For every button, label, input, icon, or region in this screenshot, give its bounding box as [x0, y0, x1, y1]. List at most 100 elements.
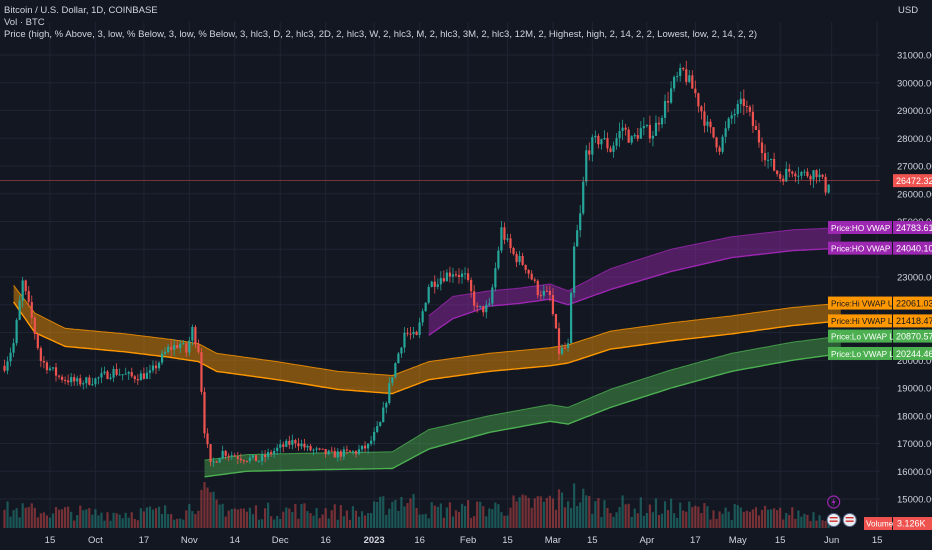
- lightning-glyph-icon: [831, 497, 836, 507]
- candle-body: [482, 306, 485, 313]
- candle: [39, 346, 42, 368]
- candle: [348, 449, 352, 452]
- volume-bar: [167, 514, 170, 528]
- time-axis[interactable]: 15 Oct 17 Nov 14 Dec 16 2023 16 Feb 15 Mar 15 Apr 17 Ma…: [45, 535, 883, 546]
- candle-body: [397, 353, 400, 364]
- candle-body: [254, 455, 258, 462]
- us-flag-event-icon[interactable]: [826, 513, 841, 527]
- volume-bar: [730, 519, 733, 528]
- candle: [600, 138, 603, 150]
- indicator-value-text: 22061.03: [896, 298, 932, 308]
- candle: [536, 279, 539, 299]
- volume-bar: [73, 520, 76, 528]
- volume-bar: [748, 511, 751, 528]
- candle: [754, 120, 758, 131]
- candle-body: [679, 68, 682, 77]
- candle-body: [727, 118, 730, 129]
- volume-bar: [376, 501, 379, 528]
- candle-body: [430, 281, 433, 287]
- volume-bar: [466, 500, 470, 528]
- volume-bar: [345, 510, 348, 528]
- candle: [276, 444, 279, 456]
- candle-body: [142, 373, 145, 379]
- candle: [800, 170, 803, 180]
- candle-body: [497, 250, 500, 269]
- candle: [451, 267, 455, 283]
- candle: [318, 447, 321, 451]
- flag-stripe-icon: [829, 520, 838, 522]
- volume-bar: [348, 519, 352, 528]
- candle: [357, 444, 361, 456]
- volume-bar: [712, 510, 715, 528]
- candle-body: [303, 443, 306, 448]
- band-upper-line: [204, 335, 841, 461]
- candle: [548, 285, 551, 302]
- volume-bar: [779, 507, 782, 528]
- volume-bar: [239, 508, 242, 528]
- volume-bar: [118, 514, 121, 528]
- candle: [227, 453, 230, 462]
- candle-body: [336, 451, 339, 458]
- candle-body: [806, 171, 809, 177]
- candle: [379, 421, 382, 427]
- candle: [363, 441, 367, 453]
- candle: [151, 360, 155, 374]
- volume-bar: [230, 508, 233, 528]
- candle: [170, 340, 173, 357]
- candle: [436, 278, 439, 290]
- candle-body: [406, 332, 409, 334]
- candle: [33, 315, 36, 340]
- candle: [488, 297, 491, 307]
- candle-body: [694, 88, 697, 94]
- volume-bar: [794, 518, 797, 528]
- volume-bar: [357, 516, 361, 528]
- candle-body: [309, 445, 312, 451]
- candle-body: [145, 372, 149, 379]
- candle-body: [445, 272, 448, 282]
- event-markers[interactable]: [826, 495, 857, 527]
- candle: [606, 132, 609, 153]
- volume-bar: [506, 515, 509, 528]
- vwap-band-ho-vwap: [428, 227, 841, 336]
- candle-body: [563, 347, 567, 349]
- flag-stripe-icon: [845, 520, 854, 522]
- candlesticks: [3, 60, 830, 467]
- candle: [524, 264, 527, 274]
- currency-label[interactable]: USD: [898, 5, 919, 16]
- candle: [91, 377, 94, 387]
- candle-body: [54, 367, 58, 376]
- indicator-name-tag: [828, 314, 892, 328]
- candle: [815, 169, 818, 184]
- candle-body: [712, 127, 715, 138]
- lightning-event-icon[interactable]: [827, 495, 841, 509]
- candle: [242, 459, 245, 465]
- candle-body: [324, 449, 327, 455]
- volume-bar: [670, 498, 673, 528]
- volume-indicator-title[interactable]: Vol · BTC: [4, 17, 45, 28]
- candle: [51, 366, 55, 371]
- candle: [724, 121, 727, 144]
- candle: [251, 454, 255, 460]
- candle-body: [3, 365, 6, 371]
- candle-body: [267, 452, 270, 457]
- price-indicator-title[interactable]: Price (high, % Above, 3, low, % Below, 3…: [4, 29, 757, 40]
- candle-body: [424, 302, 427, 312]
- candle-body: [479, 306, 482, 308]
- candle: [324, 448, 327, 458]
- volume-bar: [709, 519, 712, 528]
- volume-bar: [545, 497, 548, 528]
- candle-body: [227, 455, 230, 457]
- symbol-title[interactable]: Bitcoin / U.S. Dollar, 1D, COINBASE: [4, 5, 158, 16]
- candle: [260, 450, 264, 466]
- us-flag-event-icon[interactable]: [842, 513, 857, 527]
- candle: [209, 444, 212, 467]
- volume-bar: [742, 511, 745, 528]
- volume-bar: [170, 514, 173, 528]
- candle-body: [288, 440, 291, 445]
- candle: [709, 119, 712, 134]
- candle: [612, 141, 615, 158]
- candle: [515, 251, 518, 268]
- volume-bar: [412, 494, 415, 528]
- candle-body: [218, 458, 221, 463]
